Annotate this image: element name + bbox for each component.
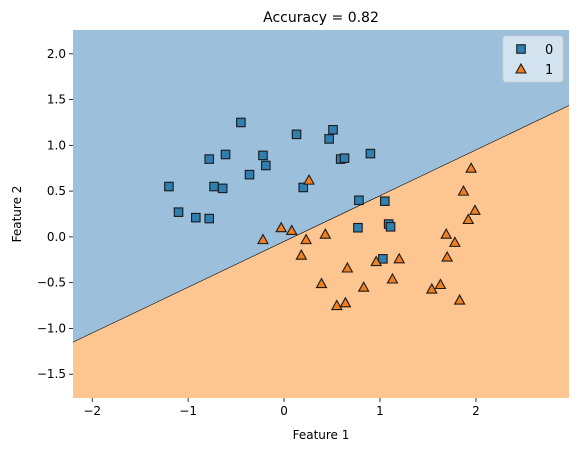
data-point-class-1 (341, 261, 354, 273)
data-point-class-1 (330, 299, 343, 311)
data-point-class-1 (425, 282, 438, 294)
x-tick-label: −1 (179, 404, 197, 418)
data-point-class-1 (469, 204, 481, 215)
legend: 01 (502, 35, 564, 83)
data-point-class-0 (379, 196, 390, 206)
y-tick-label: −1.0 (37, 321, 66, 335)
legend-marker-0 (516, 44, 526, 54)
legend-label-0: 0 (545, 43, 553, 58)
data-point-class-1 (315, 277, 328, 289)
x-tick-label: 0 (280, 404, 288, 418)
data-point-class-0 (324, 134, 334, 144)
data-point-class-0 (217, 183, 228, 194)
y-axis-label: Feature 2 (10, 186, 24, 243)
y-tick-label: 0.5 (47, 184, 66, 198)
chart-title: Accuracy = 0.82 (263, 10, 379, 26)
y-tick-label: 2.0 (47, 47, 66, 61)
data-point-class-0 (353, 222, 363, 233)
x-tick-label: 1 (376, 404, 384, 418)
data-point-class-0 (220, 149, 231, 160)
data-point-class-0 (291, 129, 302, 140)
data-point-class-0 (385, 222, 396, 232)
data-point-class-1 (303, 173, 315, 185)
plot-area (72, 30, 570, 398)
y-tick-label: 1.0 (47, 138, 66, 152)
data-point-class-1 (386, 272, 399, 284)
data-point-class-1 (285, 224, 298, 236)
data-point-class-1 (465, 162, 478, 173)
data-point-class-1 (448, 236, 461, 247)
data-point-class-0 (244, 169, 255, 180)
x-tick-label: −2 (83, 404, 101, 418)
region-class-1 (73, 105, 569, 398)
data-point-class-1 (295, 249, 308, 260)
data-point-class-1 (441, 250, 454, 262)
data-point-class-1 (319, 228, 332, 239)
y-tick-label: 0.0 (47, 230, 66, 244)
data-point-class-1 (275, 221, 288, 233)
data-point-class-0 (378, 254, 388, 264)
legend-label-1: 1 (545, 63, 553, 78)
decision-boundary-line (72, 105, 570, 343)
data-point-class-0 (261, 160, 271, 171)
y-tick-label: 1.5 (47, 93, 66, 107)
data-point-class-1 (257, 233, 269, 245)
data-point-class-1 (339, 296, 352, 308)
legend-marker-1 (515, 62, 527, 74)
data-point-class-0 (209, 181, 219, 192)
data-point-class-0 (354, 195, 364, 206)
data-point-class-0 (204, 213, 215, 224)
axes: −2 −1 0 1 2 −1.5 −1.0 −0.5 0.0 0.5 1.0 1.5 2.0 (37, 47, 480, 418)
data-point-class-1 (434, 278, 447, 290)
legend-box (502, 35, 564, 83)
x-axis-label: Feature 1 (293, 428, 350, 442)
y-tick-label: −1.5 (37, 367, 66, 381)
data-point-class-1 (462, 213, 475, 225)
data-point-class-0 (328, 124, 338, 135)
data-point-class-0 (298, 182, 309, 193)
y-tick-label: −0.5 (37, 276, 66, 290)
region-class-0 (73, 30, 569, 343)
data-point-class-0 (173, 207, 184, 217)
data-point-class-0 (339, 153, 350, 163)
data-point-class-0 (236, 117, 246, 128)
data-points (164, 117, 481, 311)
data-point-class-0 (164, 181, 174, 192)
x-tick-label: 2 (472, 404, 480, 418)
data-point-class-0 (258, 150, 268, 161)
data-point-class-1 (357, 281, 370, 292)
data-point-class-0 (365, 148, 376, 159)
data-point-class-0 (191, 212, 201, 223)
data-point-class-1 (300, 233, 313, 245)
data-point-class-1 (440, 228, 453, 239)
data-point-class-1 (457, 184, 470, 196)
data-point-class-1 (370, 255, 383, 267)
data-point-class-1 (393, 252, 406, 264)
data-point-class-0 (204, 154, 215, 164)
data-point-class-1 (453, 293, 466, 305)
